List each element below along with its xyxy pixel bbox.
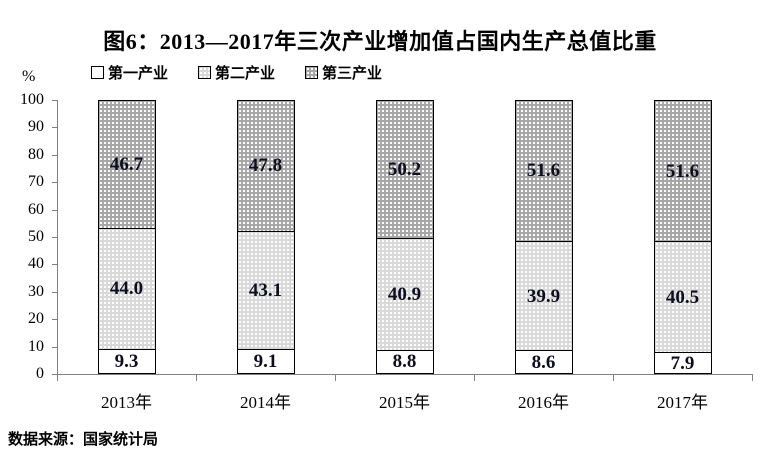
bar-segment-第三产业: 47.8: [236, 100, 295, 232]
bar-segment-第二产业: 40.9: [375, 237, 434, 351]
legend-swatch-tertiary: [305, 66, 319, 79]
legend-label-primary: 第一产业: [108, 65, 169, 82]
y-tick-mark: [52, 154, 57, 156]
y-tick-mark: [52, 182, 57, 184]
legend-swatch-primary: [91, 66, 104, 79]
y-tick-label: 90: [28, 118, 44, 136]
bar-segment-第三产业: 51.6: [514, 99, 573, 243]
segment-value-label: 51.6: [526, 160, 561, 182]
legend-item-primary-industry: 第一产业: [91, 62, 168, 83]
y-tick-label: 50: [28, 228, 44, 245]
y-tick-mark: [52, 319, 57, 321]
x-boundary-tick: [335, 375, 336, 381]
x-axis-category-label: 2017年: [657, 393, 708, 412]
y-tick-label: 80: [28, 145, 44, 163]
x-axis-category-label: 2015年: [379, 393, 430, 412]
x-boundary-tick: [196, 375, 197, 381]
bar-segment-第一产业: 9.3: [97, 348, 156, 374]
bar-segment-第二产业: 43.1: [236, 230, 295, 351]
x-axis-line: [57, 374, 753, 375]
segment-value-label: 47.8: [248, 155, 283, 177]
bar-segment-第三产业: 46.7: [97, 100, 156, 229]
y-tick-mark: [52, 127, 57, 129]
y-tick-mark: [52, 374, 57, 375]
segment-value-label: 8.6: [531, 351, 556, 373]
y-tick-label: 70: [28, 173, 44, 191]
x-boundary-tick: [613, 375, 614, 381]
y-tick-mark: [52, 237, 57, 238]
segment-value-label: 8.8: [392, 351, 417, 373]
bar-segment-第一产业: 7.9: [653, 352, 712, 374]
legend: 第一产业 第二产业 第三产业: [91, 62, 382, 83]
segment-value-label: 44.0: [109, 278, 144, 300]
data-source-note: 数据来源：国家统计局: [8, 431, 159, 448]
x-axis-category-label: 2013年: [101, 393, 152, 412]
x-axis-category-label: 2014年: [240, 393, 291, 412]
segment-value-label: 9.3: [114, 350, 139, 372]
y-tick-mark: [52, 264, 57, 266]
x-boundary-tick: [57, 375, 58, 381]
segment-value-label: 7.9: [670, 352, 695, 374]
legend-label-tertiary: 第三产业: [322, 65, 383, 82]
y-tick-mark: [52, 100, 57, 101]
segment-value-label: 40.5: [665, 286, 700, 308]
segment-value-label: 51.6: [665, 160, 700, 182]
y-tick-mark: [52, 291, 57, 293]
x-boundary-tick: [752, 375, 753, 381]
segment-value-label: 43.1: [248, 280, 283, 302]
bar-segment-第二产业: 44.0: [97, 227, 156, 350]
segment-value-label: 40.9: [387, 283, 422, 305]
legend-item-secondary-industry: 第二产业: [198, 62, 275, 83]
y-tick-label: 100: [20, 91, 44, 108]
segment-value-label: 50.2: [387, 159, 422, 181]
legend-swatch-secondary: [198, 66, 212, 79]
y-tick-label: 0: [36, 365, 44, 382]
bar-segment-第三产业: 50.2: [375, 100, 434, 239]
y-axis-unit-label: %: [22, 68, 36, 85]
y-tick-label: 10: [28, 337, 44, 355]
y-tick-mark: [52, 346, 57, 348]
y-tick-label: 30: [28, 282, 44, 300]
chart-title: 图6：2013—2017年三次产业增加值占国内生产总值比重: [103, 29, 657, 54]
legend-item-tertiary-industry: 第三产业: [305, 62, 382, 83]
y-tick-mark: [52, 209, 57, 211]
legend-label-secondary: 第二产业: [215, 65, 276, 82]
bar-segment-第二产业: 40.5: [653, 241, 712, 354]
bar-segment-第一产业: 8.8: [375, 349, 434, 374]
segment-value-label: 9.1: [253, 351, 278, 373]
y-axis-line: [57, 100, 58, 375]
y-tick-label: 40: [28, 255, 44, 273]
x-boundary-tick: [474, 375, 475, 381]
bar-segment-第三产业: 51.6: [653, 100, 712, 243]
bar-segment-第一产业: 9.1: [236, 349, 295, 374]
y-tick-label: 20: [28, 310, 44, 328]
y-tick-label: 60: [28, 200, 44, 218]
bar-segment-第一产业: 8.6: [514, 350, 573, 374]
x-axis-category-label: 2016年: [518, 393, 569, 412]
segment-value-label: 39.9: [526, 285, 561, 307]
segment-value-label: 46.7: [109, 153, 144, 175]
bar-segment-第二产业: 39.9: [514, 241, 573, 352]
